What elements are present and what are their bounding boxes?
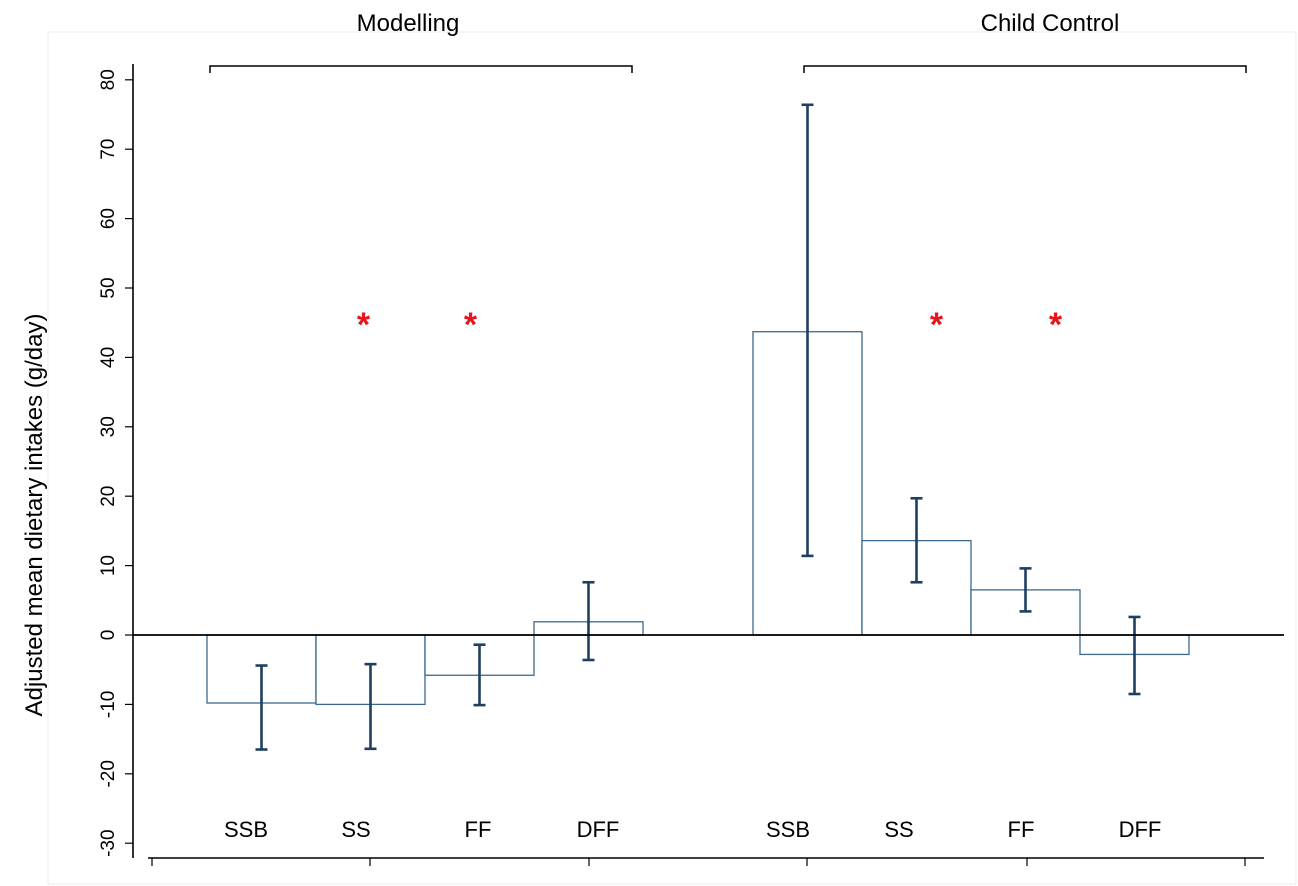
y-tick-label: -10 bbox=[98, 691, 119, 718]
category-label: SS bbox=[341, 817, 370, 842]
group-bracket bbox=[209, 65, 633, 73]
group-brackets: Modelling Child Control bbox=[209, 10, 1247, 73]
y-tick-label: 50 bbox=[98, 277, 119, 298]
y-tick-label: -30 bbox=[98, 829, 119, 856]
significance-star: * bbox=[464, 306, 478, 344]
y-tick-label: 70 bbox=[98, 139, 119, 160]
y-axis: -30 -20 -10 0 10 20 30 40 50 60 70 80 bbox=[98, 64, 134, 858]
significance-star: * bbox=[1049, 306, 1063, 344]
significance-star: * bbox=[357, 306, 371, 344]
significance-star: * bbox=[930, 306, 944, 344]
category-label: FF bbox=[1008, 817, 1035, 842]
group-label: Modelling bbox=[357, 10, 460, 37]
error-bars bbox=[255, 103, 1141, 751]
y-tick-label: 40 bbox=[98, 347, 119, 368]
category-label: SS bbox=[884, 817, 913, 842]
category-label: SSB bbox=[766, 817, 810, 842]
group-label: Child Control bbox=[981, 10, 1120, 37]
significance-markers: * * * * bbox=[357, 306, 1063, 344]
y-tick-label: 20 bbox=[98, 486, 119, 507]
y-axis-label: Adjusted mean dietary intakes (g/day) bbox=[21, 314, 48, 717]
category-label: SSB bbox=[224, 817, 268, 842]
bars bbox=[206, 331, 1190, 706]
y-tick-label: 80 bbox=[98, 69, 119, 90]
x-axis bbox=[148, 857, 1264, 866]
category-labels: SSB SS FF DFF SSB SS FF DFF bbox=[224, 817, 1161, 842]
y-tick-label: 30 bbox=[98, 416, 119, 437]
category-label: DFF bbox=[1119, 817, 1162, 842]
group-bracket bbox=[803, 65, 1247, 73]
y-tick-label: 10 bbox=[98, 555, 119, 576]
y-tick-label: -20 bbox=[98, 760, 119, 787]
y-tick-label: 0 bbox=[98, 630, 119, 641]
y-tick-label: 60 bbox=[98, 208, 119, 229]
category-label: FF bbox=[465, 817, 492, 842]
category-label: DFF bbox=[577, 817, 620, 842]
plot-frame bbox=[47, 31, 1297, 885]
